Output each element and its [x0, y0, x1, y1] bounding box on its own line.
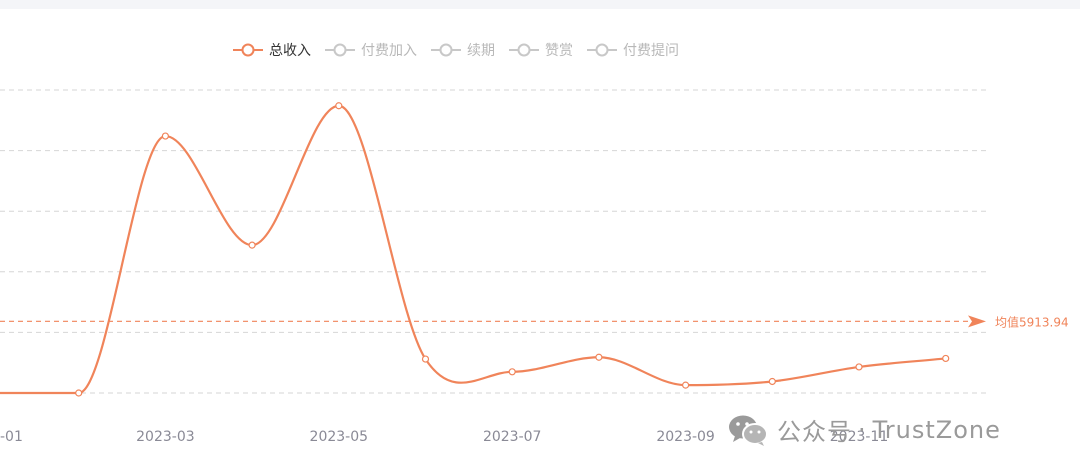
mean-arrow-icon	[968, 315, 986, 328]
x-tick-label: 2023-03	[136, 429, 195, 445]
legend-item[interactable]: 赞赏	[509, 40, 573, 60]
x-tick-label: 2023-07	[483, 429, 542, 445]
data-point	[248, 241, 256, 249]
mean-markline-label: 均值5913.94	[995, 314, 1069, 329]
data-point	[942, 354, 950, 363]
data-point	[508, 368, 516, 376]
data-point	[161, 132, 169, 140]
legend-label: 付费加入	[361, 43, 417, 59]
chart-legend: 总收入 付费加入 续期 赞赏 付费提问	[233, 38, 693, 62]
x-tick-label: -01	[0, 429, 23, 445]
top-strip	[0, 0, 1080, 9]
watermark-name: TrustZone	[872, 415, 1001, 444]
wechat-icon	[729, 415, 768, 446]
data-point	[335, 102, 343, 110]
data-point	[75, 389, 83, 397]
legend-item[interactable]: 付费提问	[587, 40, 679, 60]
data-point	[768, 377, 776, 386]
series-line-total-income	[0, 104, 946, 395]
x-tick-label: 2023-05	[310, 429, 369, 445]
watermark-brand: 公众号	[777, 418, 852, 446]
legend-item[interactable]: 总收入	[233, 40, 311, 60]
watermark: 公众号 · TrustZone	[727, 412, 1001, 447]
legend-line-circle-icon	[325, 43, 355, 57]
legend-line-circle-icon	[431, 43, 461, 57]
x-tick-label: 2023-11	[830, 429, 889, 445]
legend-label: 赞赏	[545, 43, 573, 59]
legend-line-circle-icon	[233, 43, 263, 57]
legend-line-circle-icon	[587, 43, 617, 57]
data-point	[421, 355, 430, 363]
data-point	[595, 353, 603, 361]
watermark-separator: ·	[858, 415, 867, 444]
data-point	[681, 381, 690, 389]
legend-label: 付费提问	[623, 43, 679, 59]
legend-item[interactable]: 付费加入	[325, 40, 417, 60]
legend-line-circle-icon	[509, 43, 539, 57]
legend-label: 总收入	[269, 43, 311, 59]
legend-item[interactable]: 续期	[431, 40, 495, 60]
x-tick-label: 2023-09	[656, 429, 715, 445]
legend-label: 续期	[467, 43, 495, 59]
data-point	[855, 363, 863, 371]
